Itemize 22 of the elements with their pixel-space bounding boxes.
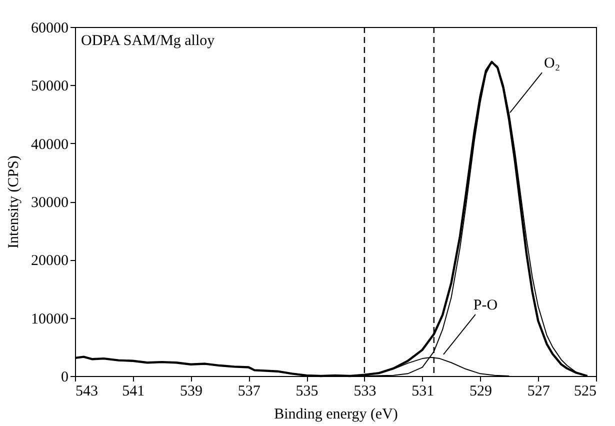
y-tick-label: 40000 (31, 136, 68, 153)
x-axis-title: Binding energy (eV) (274, 406, 398, 422)
y-axis-title: Intensity (CPS) (6, 156, 22, 248)
x-tick-label: 533 (354, 384, 376, 400)
x-tick-label: 539 (180, 384, 203, 400)
x-tick-label: 543 (76, 384, 98, 400)
x-tick-label: 527 (527, 384, 550, 400)
x-tick-label: 529 (469, 384, 492, 400)
y-tick-label: 20000 (31, 253, 68, 270)
annotation: O₂ (544, 56, 560, 72)
x-tick-label: 541 (122, 384, 145, 400)
y-tick-label: 30000 (31, 195, 68, 211)
x-tick-label: 531 (412, 384, 434, 400)
annotation: ODPA SAM/Mg alloy (81, 33, 216, 49)
y-tick-label: 0 (61, 370, 68, 386)
x-tick-label: 525 (574, 384, 596, 400)
y-tick-label: 10000 (31, 311, 68, 328)
x-tick-label: 535 (296, 384, 318, 400)
y-tick-label: 60000 (31, 20, 68, 36)
x-tick-label: 537 (238, 384, 261, 400)
y-tick-label: 50000 (31, 78, 68, 95)
annotation: P-O (473, 297, 498, 314)
